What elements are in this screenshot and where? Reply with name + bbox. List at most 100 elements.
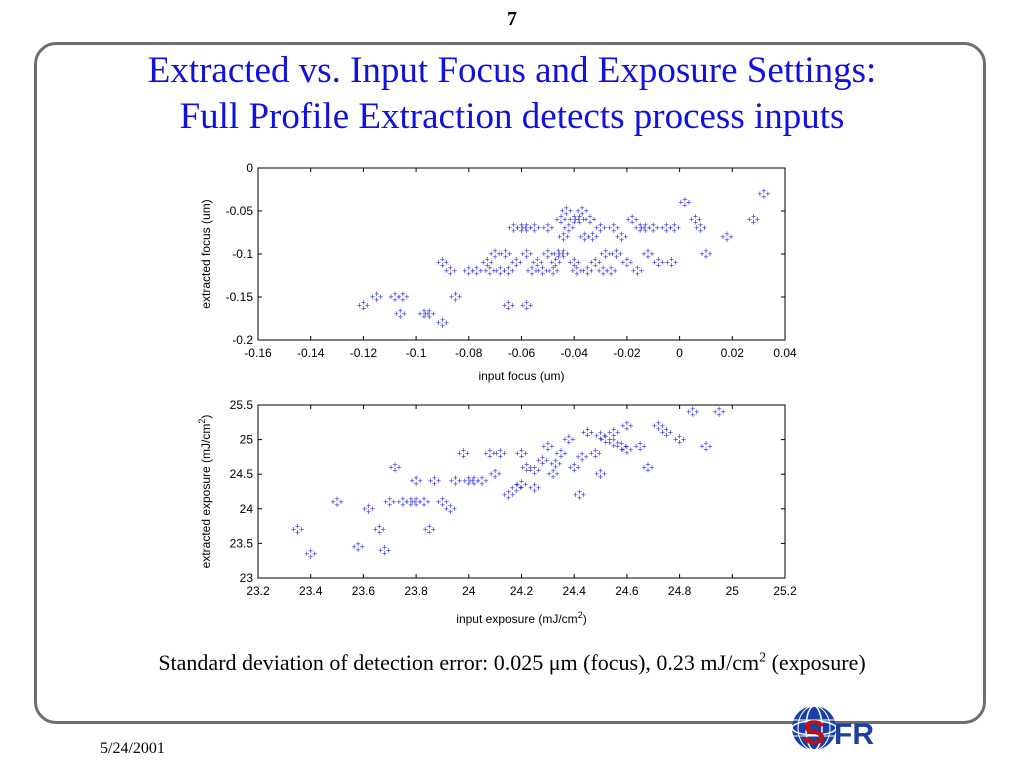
data-point: + [467,476,472,486]
data-point: + [549,459,554,469]
data-point: + [594,223,599,233]
data-point: + [577,212,582,222]
data-point: + [562,435,567,445]
data-point: + [400,494,405,504]
title-line-1: Extracted vs. Input Focus and Exposure S… [147,50,877,91]
data-point: + [707,442,712,452]
data-point: + [554,448,559,458]
data-point: + [561,252,566,262]
data-point: + [553,255,558,265]
caption: Standard deviation of detection error: 0… [0,650,1024,676]
data-point: + [664,226,669,236]
data-point: + [637,439,642,449]
x-tick-label: 0.02 [721,346,745,360]
data-point: + [550,466,555,476]
caption-sup: 2 [759,650,767,666]
data-point: + [602,223,607,233]
data-point: + [607,435,612,445]
data-point: + [510,301,515,311]
data-point: + [637,445,642,455]
data-point: + [528,223,533,233]
data-point: + [304,549,309,559]
data-point: + [524,465,529,475]
data-point: + [481,258,486,268]
data-point: + [660,223,665,233]
data-point: + [672,226,677,236]
data-point: + [598,428,603,438]
data-point: + [355,539,360,549]
x-tick-label: 24 [462,584,476,598]
data-point: + [536,483,541,493]
data-point: + [387,500,392,510]
data-point: + [392,289,397,299]
data-point: + [312,549,317,559]
data-point: + [557,232,562,242]
data-point: + [651,226,656,236]
data-point: + [624,448,629,458]
data-point: + [421,312,426,322]
data-point: + [431,309,436,319]
data-point: + [649,462,654,472]
data-point: + [604,266,609,276]
data-point: + [378,292,383,302]
data-point: + [519,226,524,236]
globe-icon [791,705,837,751]
logo-s: S [803,714,826,752]
data-point: + [594,469,599,479]
y-tick-label: 25 [240,433,254,447]
data-point: + [532,220,537,230]
data-point: + [382,542,387,552]
data-point: + [635,269,640,279]
data-point: + [466,479,471,489]
data-point: + [541,442,546,452]
data-point: + [506,304,511,314]
data-point: + [564,203,569,213]
data-point: + [587,212,592,222]
slide-frame [34,42,986,724]
data-point: + [431,525,436,535]
data-point: + [676,223,681,233]
data-point: + [387,494,392,504]
data-point: + [528,466,533,476]
data-point: + [645,246,650,256]
data-point: + [448,507,453,517]
data-point: + [619,439,624,449]
data-point: + [611,220,616,230]
data-point: + [637,226,642,236]
data-point: + [457,292,462,302]
data-point: + [618,249,623,259]
data-point: + [462,266,467,276]
data-point: + [518,258,523,268]
data-point: + [489,469,494,479]
data-point: + [720,232,725,242]
data-point: + [295,528,300,538]
data-point: + [575,452,580,462]
data-point: + [572,255,577,265]
data-point: + [703,252,708,262]
data-point: + [291,525,296,535]
data-point: + [502,266,507,276]
data-point: + [678,197,683,207]
data-point: + [655,223,660,233]
data-point: + [452,266,457,276]
data-point: + [656,424,661,434]
data-point: + [370,504,375,514]
x-tick-label: 0.04 [773,346,797,360]
data-point: + [597,258,602,268]
data-point: + [549,249,554,259]
data-point: + [524,298,529,308]
data-point: + [568,462,573,472]
data-point: + [716,404,721,414]
data-point: + [566,226,571,236]
x-tick-label: -0.04 [561,346,589,360]
data-point: + [620,421,625,431]
data-point: + [485,261,490,271]
x-tick-label: 24.6 [615,584,639,598]
data-point: + [485,255,490,265]
data-point: + [583,206,588,216]
data-point: + [553,261,558,271]
data-point: + [487,269,492,279]
data-point: + [573,215,578,225]
caption-suffix: (exposure) [766,650,866,675]
data-point: + [519,451,524,461]
